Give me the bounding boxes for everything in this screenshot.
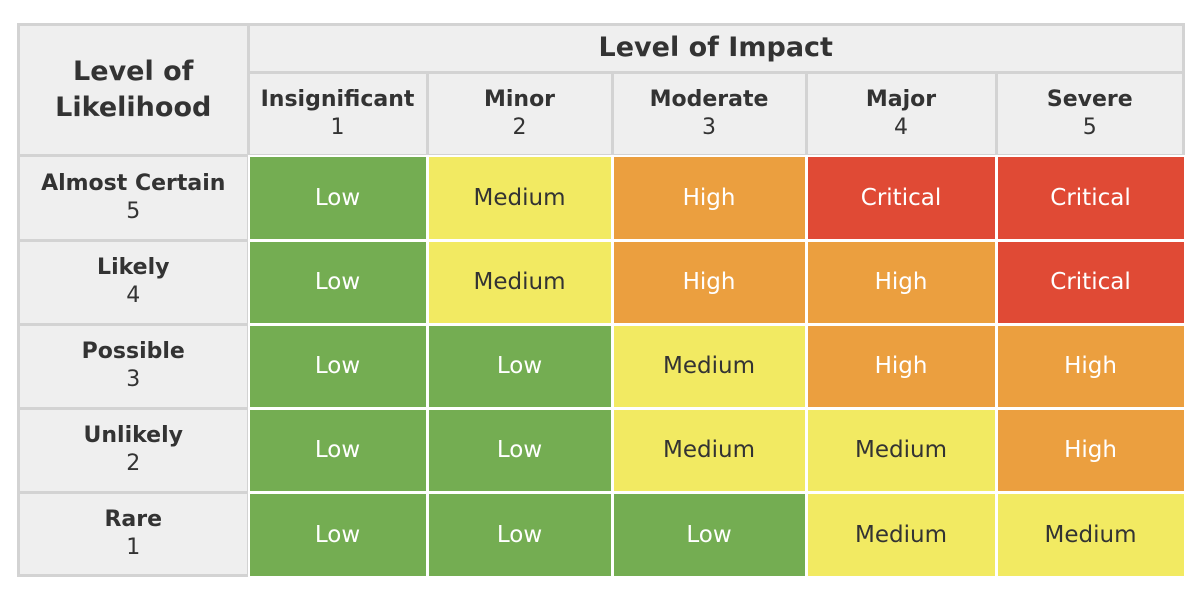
column-name: Insignificant — [260, 86, 415, 112]
risk-cell: Medium — [428, 241, 611, 323]
row-name: Likely — [97, 255, 170, 280]
column-number: 5 — [1082, 114, 1097, 140]
column-name: Major — [865, 86, 937, 112]
row-name: Almost Certain — [41, 170, 226, 196]
column-name: Minor — [483, 86, 556, 112]
risk-level: Critical — [1050, 269, 1131, 295]
risk-cell: High — [997, 325, 1184, 407]
risk-level: Critical — [860, 184, 942, 211]
risk-cell: Medium — [807, 409, 995, 491]
risk-level: Medium — [663, 437, 755, 463]
row-name: Unlikely — [83, 423, 183, 448]
corner-header: Level of Likelihood — [20, 26, 247, 154]
column-header: Severe 5 — [997, 73, 1182, 154]
risk-cell: Low — [428, 325, 611, 407]
risk-level: Low — [314, 437, 361, 463]
risk-level: Medium — [473, 184, 566, 211]
risk-cell: High — [807, 325, 995, 407]
risk-cell: Medium — [997, 493, 1184, 576]
risk-level: Medium — [855, 437, 947, 463]
risk-level: Low — [314, 353, 361, 379]
column-number: 4 — [894, 114, 908, 140]
risk-cell: Low — [249, 325, 426, 407]
risk-level: Low — [686, 521, 732, 548]
risk-cell: Low — [249, 409, 426, 491]
risk-cell: High — [613, 241, 805, 323]
risk-cell: High — [997, 409, 1184, 491]
row-header: Almost Certain 5 — [20, 156, 247, 239]
impact-label: Level of Impact — [598, 32, 833, 64]
risk-level: High — [1064, 437, 1117, 463]
risk-level: Medium — [473, 269, 566, 295]
risk-cell: Low — [249, 241, 426, 323]
column-name: Severe — [1046, 86, 1133, 112]
risk-level: Low — [314, 184, 361, 211]
corner-label: Level of Likelihood — [55, 55, 212, 123]
risk-cell: Critical — [997, 241, 1184, 323]
risk-level: High — [874, 353, 928, 379]
column-number: 1 — [330, 114, 345, 140]
row-number: 5 — [126, 198, 141, 224]
risk-level: Low — [496, 437, 543, 463]
row-name: Rare — [104, 506, 163, 532]
risk-level: Medium — [855, 521, 947, 548]
row-header: Likely 4 — [20, 241, 247, 323]
risk-level: High — [1064, 353, 1117, 379]
impact-header: Level of Impact — [249, 26, 1182, 71]
row-number: 2 — [126, 451, 141, 476]
risk-level: Low — [496, 521, 543, 548]
row-header: Unlikely 2 — [20, 409, 247, 491]
risk-cell: Low — [428, 409, 611, 491]
row-number: 4 — [126, 283, 141, 308]
column-number: 3 — [702, 114, 716, 140]
column-header: Insignificant 1 — [249, 73, 426, 154]
risk-cell: Low — [613, 493, 805, 576]
row-name: Possible — [81, 339, 185, 364]
risk-cell: Critical — [997, 156, 1184, 239]
risk-cell: Low — [428, 493, 611, 576]
risk-cell: Medium — [613, 409, 805, 491]
column-header: Moderate 3 — [613, 73, 805, 154]
column-number: 2 — [512, 114, 527, 140]
row-number: 3 — [126, 367, 141, 392]
row-header: Rare 1 — [20, 493, 247, 574]
risk-cell: Medium — [428, 156, 611, 239]
column-header: Major 4 — [807, 73, 995, 154]
risk-cell: High — [807, 241, 995, 323]
risk-cell: Low — [249, 493, 426, 576]
risk-level: High — [874, 269, 928, 295]
risk-level: Medium — [663, 353, 755, 379]
column-header: Minor 2 — [428, 73, 611, 154]
risk-level: Medium — [1044, 521, 1137, 548]
column-name: Moderate — [649, 86, 769, 112]
risk-level: High — [682, 269, 736, 295]
risk-cell: Medium — [613, 325, 805, 407]
risk-cell: Medium — [807, 493, 995, 576]
risk-cell: Critical — [807, 156, 995, 239]
risk-cell: High — [613, 156, 805, 239]
row-number: 1 — [126, 534, 141, 560]
row-header: Possible 3 — [20, 325, 247, 407]
risk-level: High — [682, 184, 736, 211]
risk-cell: Low — [249, 156, 426, 239]
risk-level: Low — [496, 353, 543, 379]
risk-level: Low — [314, 521, 361, 548]
risk-level: Low — [314, 269, 361, 295]
risk-level: Critical — [1050, 184, 1131, 211]
